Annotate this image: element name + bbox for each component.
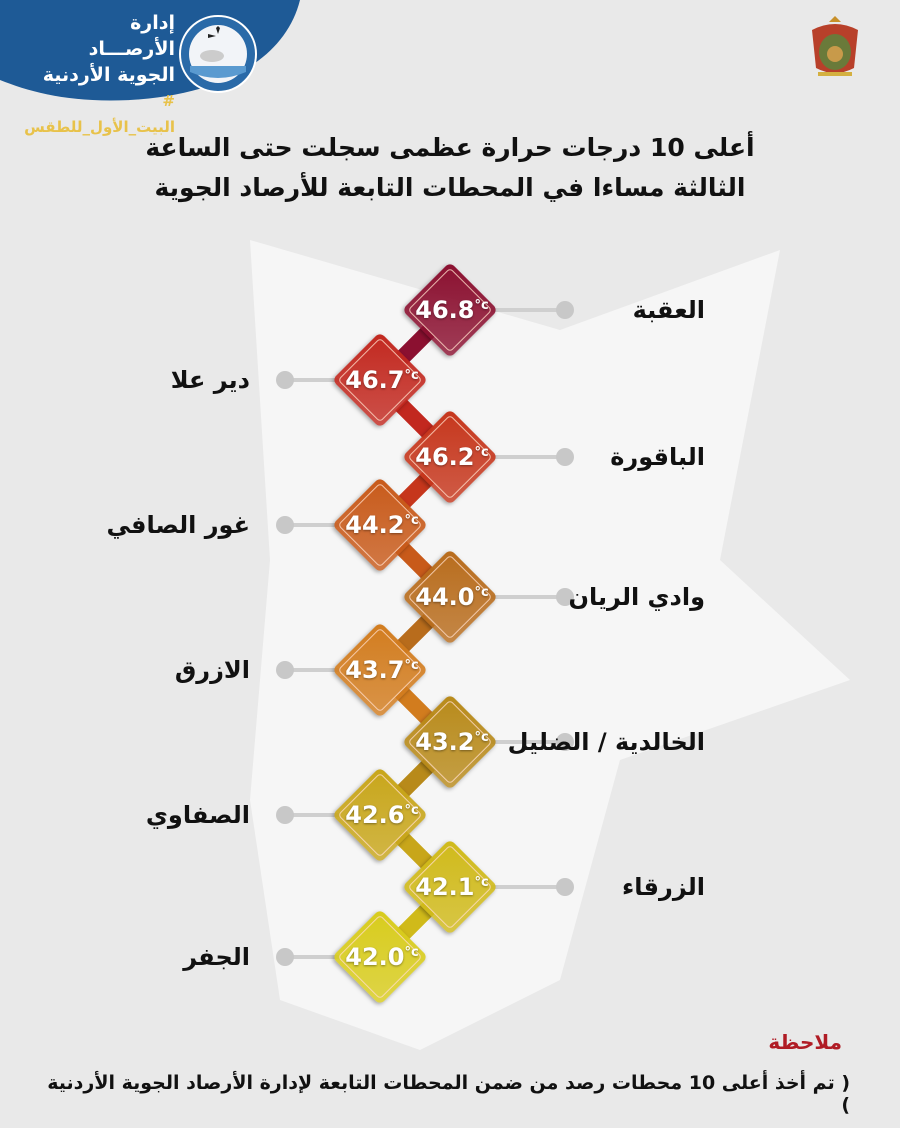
- temperature-number: 46.2: [415, 443, 475, 471]
- temperature-unit: °c: [474, 585, 489, 600]
- station-name: دير علا: [170, 366, 250, 394]
- station-name: العقبة: [632, 296, 705, 324]
- leader-line: [285, 668, 340, 672]
- station-name: الجفر: [183, 943, 250, 971]
- temperature-value: 43.7°c: [345, 656, 418, 684]
- leader-dot: [276, 806, 294, 824]
- temperature-value: 46.7°c: [345, 366, 418, 394]
- jordan-crest-icon: [812, 16, 858, 76]
- temperature-value: 42.0°c: [345, 943, 418, 971]
- station-name: الزرقاء: [622, 873, 705, 901]
- station-name: الباقورة: [610, 443, 705, 471]
- temperature-unit: °c: [474, 445, 489, 460]
- station-name: غور الصافي: [106, 511, 250, 539]
- temperature-number: 44.2: [345, 511, 405, 539]
- leader-line: [490, 455, 565, 459]
- temperature-value: 46.8°c: [415, 296, 488, 324]
- title-line2: الثالثة مساءا في المحطات التابعة للأرصاد…: [154, 173, 746, 202]
- meteorological-emblem-icon: [179, 15, 257, 93]
- header-banner: إدارة الأرصـــاد الجوية الأردنية # البيت…: [0, 0, 300, 136]
- leader-dot: [276, 948, 294, 966]
- note-text: ( تم أخذ أعلى 10 محطات رصد من ضمن المحطا…: [47, 1072, 850, 1116]
- temperature-number: 46.7: [345, 366, 405, 394]
- leader-dot: [276, 516, 294, 534]
- temperature-unit: °c: [474, 875, 489, 890]
- hashtag: # البيت_الأول_للطقس: [24, 92, 175, 136]
- temperature-unit: °c: [404, 513, 419, 528]
- temperature-number: 46.8: [415, 296, 475, 324]
- leader-line: [490, 308, 565, 312]
- leader-line: [490, 740, 565, 744]
- temperature-value: 43.2°c: [415, 728, 488, 756]
- station-name: الازرق: [174, 656, 250, 684]
- org-name-line1: إدارة الأرصـــاد: [88, 12, 175, 60]
- leader-line: [285, 955, 340, 959]
- leader-dot: [556, 733, 574, 751]
- temperature-number: 42.0: [345, 943, 405, 971]
- leader-dot: [556, 301, 574, 319]
- temperature-number: 42.6: [345, 801, 405, 829]
- leader-line: [490, 885, 565, 889]
- temperature-value: 44.2°c: [345, 511, 418, 539]
- leader-dot: [276, 661, 294, 679]
- leader-dot: [276, 371, 294, 389]
- note-heading: ملاحظة: [768, 1030, 842, 1054]
- station-name: الصفاوي: [145, 801, 250, 829]
- temperature-number: 43.2: [415, 728, 475, 756]
- page-title: أعلى 10 درجات حرارة عظمى سجلت حتى الساعة…: [100, 128, 800, 208]
- temperature-unit: °c: [404, 658, 419, 673]
- temperature-value: 46.2°c: [415, 443, 488, 471]
- org-name-line2: الجوية الأردنية: [42, 64, 175, 86]
- temperature-number: 44.0: [415, 583, 475, 611]
- leader-line: [285, 523, 340, 527]
- temperature-unit: °c: [404, 368, 419, 383]
- station-name: وادي الريان: [568, 583, 706, 611]
- temperature-unit: °c: [474, 298, 489, 313]
- leader-line: [285, 813, 340, 817]
- temperature-unit: °c: [474, 730, 489, 745]
- temperature-value: 42.1°c: [415, 873, 488, 901]
- temperature-unit: °c: [404, 803, 419, 818]
- leader-dot: [556, 878, 574, 896]
- leader-line: [285, 378, 340, 382]
- station-name: الخالدية / الضليل: [507, 728, 705, 756]
- temperature-number: 43.7: [345, 656, 405, 684]
- title-line1: أعلى 10 درجات حرارة عظمى سجلت حتى الساعة: [145, 133, 755, 162]
- leader-line: [490, 595, 565, 599]
- temperature-number: 42.1: [415, 873, 475, 901]
- temperature-unit: °c: [404, 945, 419, 960]
- leader-dot: [556, 588, 574, 606]
- temperature-value: 44.0°c: [415, 583, 488, 611]
- temperature-value: 42.6°c: [345, 801, 418, 829]
- leader-dot: [556, 448, 574, 466]
